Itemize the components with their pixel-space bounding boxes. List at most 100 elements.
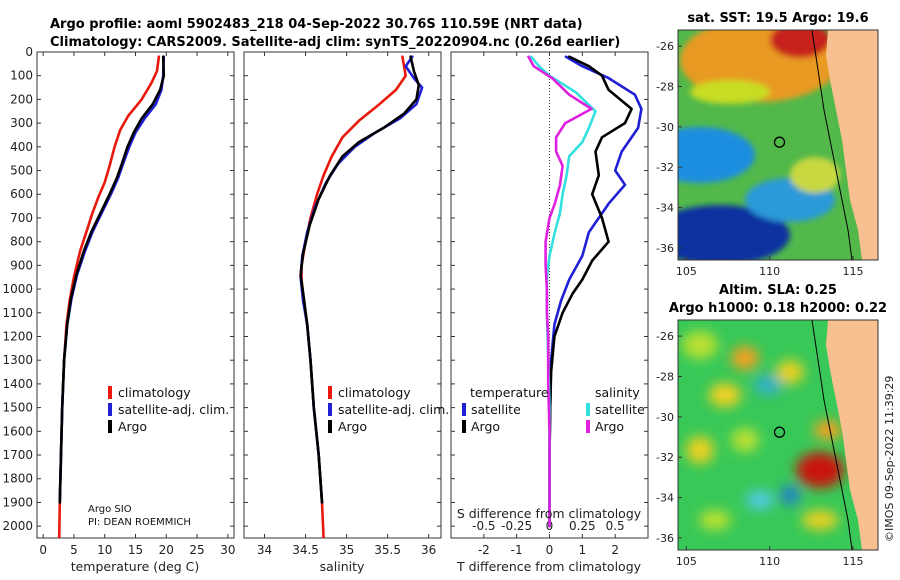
series-t-argo xyxy=(548,55,633,528)
sst-isobath-contour xyxy=(811,30,853,260)
s-tick-label: 0.5 xyxy=(606,519,625,533)
x-tick-label: -2 xyxy=(478,543,490,557)
y-tick-label: 0 xyxy=(25,45,33,59)
salinity-plot-frame xyxy=(243,51,442,539)
y-tick-label: 600 xyxy=(10,187,33,201)
map-y-tick-label: -36 xyxy=(656,242,674,255)
y-tick-label: 2000 xyxy=(2,519,33,533)
x-tick-label: 0 xyxy=(39,543,47,557)
legend-title-temperature: temperature xyxy=(470,385,549,400)
sla-eddy xyxy=(699,510,731,530)
sst-cool-patch xyxy=(678,127,755,183)
difference-top-axis-label: S difference from climatology xyxy=(457,506,642,521)
x-tick-label: 36 xyxy=(421,543,436,557)
legend-swatch-satellite xyxy=(328,403,332,416)
salinity-xlabel: salinity xyxy=(320,559,365,574)
x-tick-label: 10 xyxy=(97,543,112,557)
map-y-tick-label: -34 xyxy=(656,202,674,215)
series-climatology xyxy=(57,55,161,538)
sla-eddy xyxy=(731,428,759,452)
map-x-tick-label: 115 xyxy=(843,265,864,278)
sla-eddy xyxy=(686,436,714,464)
map-y-tick-label: -26 xyxy=(656,330,674,343)
legend-swatch-climatology xyxy=(108,386,112,399)
y-tick-label: 300 xyxy=(10,116,33,130)
sla-eddy xyxy=(746,490,774,510)
sst-lime-patch xyxy=(790,157,840,193)
sla-eddy xyxy=(776,360,804,384)
legend-swatch-satellite xyxy=(108,403,112,416)
sst-australia-land xyxy=(826,30,878,260)
legend-label-s-satellite: satellite xyxy=(595,402,645,417)
s-tick-label: -0.5 xyxy=(472,519,495,533)
legend-swatch-argo xyxy=(328,420,332,433)
legend-swatch-climatology xyxy=(328,386,332,399)
legend-label-climatology: climatology xyxy=(118,385,191,400)
sla-eddy xyxy=(754,375,782,395)
map-y-tick-label: -32 xyxy=(656,451,674,464)
y-tick-label: 1400 xyxy=(2,377,33,391)
legend-title-salinity: salinity xyxy=(595,385,640,400)
series-argo xyxy=(58,55,166,504)
y-tick-label: 1200 xyxy=(2,329,33,343)
map-y-tick-label: -30 xyxy=(656,411,674,424)
sst-argo-marker xyxy=(773,136,786,148)
figure-title-line1: Argo profile: aoml 5902483_218 04-Sep-20… xyxy=(50,17,583,32)
series-climatology xyxy=(300,55,407,538)
temperature-xlabel: temperature (deg C) xyxy=(71,559,200,574)
sla-map-title-line1: Altim. SLA: 0.25 xyxy=(719,283,837,298)
pi-line2: PI: DEAN ROEMMICH xyxy=(88,517,191,528)
sla-eddy xyxy=(814,420,842,440)
difference-xlabel: T difference from climatology xyxy=(456,559,642,574)
sla-argo-marker xyxy=(773,426,786,438)
x-tick-label: 35.5 xyxy=(374,543,401,557)
sla-australia-land xyxy=(826,320,878,550)
sst-map-title: sat. SST: 19.5 Argo: 19.6 xyxy=(687,11,868,26)
x-tick-label: 5 xyxy=(70,543,78,557)
map-x-tick-label: 105 xyxy=(676,265,697,278)
sla-eddy xyxy=(796,452,844,488)
legend-swatch-s-argo xyxy=(586,420,590,433)
x-tick-label: 34 xyxy=(257,543,272,557)
temperature-plot-frame xyxy=(36,51,235,539)
x-tick-label: -1 xyxy=(511,543,523,557)
sla-eddy xyxy=(731,346,759,370)
s-tick-label: -0.25 xyxy=(501,519,532,533)
axis-ticks: 0100200300400500600700800900100011001200… xyxy=(2,45,648,557)
map-y-tick-label: -32 xyxy=(656,161,674,174)
difference-legend: temperature salinity satellite Argo sate… xyxy=(462,385,645,434)
x-tick-label: 1 xyxy=(579,543,587,557)
sla-map-frame xyxy=(677,319,879,551)
pi-line1: Argo SIO xyxy=(88,504,132,515)
series-s-argo xyxy=(527,55,593,528)
sla-eddy xyxy=(709,383,741,407)
map-y-tick-label: -26 xyxy=(656,40,674,53)
sla-isobath-contour xyxy=(811,320,853,550)
y-tick-label: 400 xyxy=(10,140,33,154)
x-tick-label: 34.5 xyxy=(292,543,319,557)
y-tick-label: 1100 xyxy=(2,306,33,320)
map-y-tick-label: -34 xyxy=(656,492,674,505)
x-tick-label: 20 xyxy=(159,543,174,557)
y-tick-label: 1900 xyxy=(2,495,33,509)
map-y-tick-label: -36 xyxy=(656,532,674,545)
y-tick-label: 700 xyxy=(10,211,33,225)
legend-label-argo: Argo xyxy=(118,419,147,434)
legend-swatch-t-argo xyxy=(462,420,466,433)
y-tick-label: 1300 xyxy=(2,353,33,367)
sla-eddy xyxy=(682,331,718,359)
map-x-tick-label: 115 xyxy=(843,555,864,568)
y-tick-label: 1800 xyxy=(2,472,33,486)
credit-text: ©IMOS 09-Sep-2022 11:39:29 xyxy=(883,376,896,542)
legend-label-satellite: satellite-adj. clim. xyxy=(118,402,229,417)
x-tick-label: 35 xyxy=(339,543,354,557)
profile-lines xyxy=(57,55,643,538)
legend-label-satellite: satellite-adj. clim. xyxy=(338,402,449,417)
series-satellite-adj-clim- xyxy=(299,55,424,504)
x-tick-label: 2 xyxy=(611,543,619,557)
y-tick-label: 200 xyxy=(10,92,33,106)
map-x-tick-label: 105 xyxy=(676,555,697,568)
figure-title-line2: Climatology: CARS2009. Satellite-adj cli… xyxy=(50,35,620,50)
